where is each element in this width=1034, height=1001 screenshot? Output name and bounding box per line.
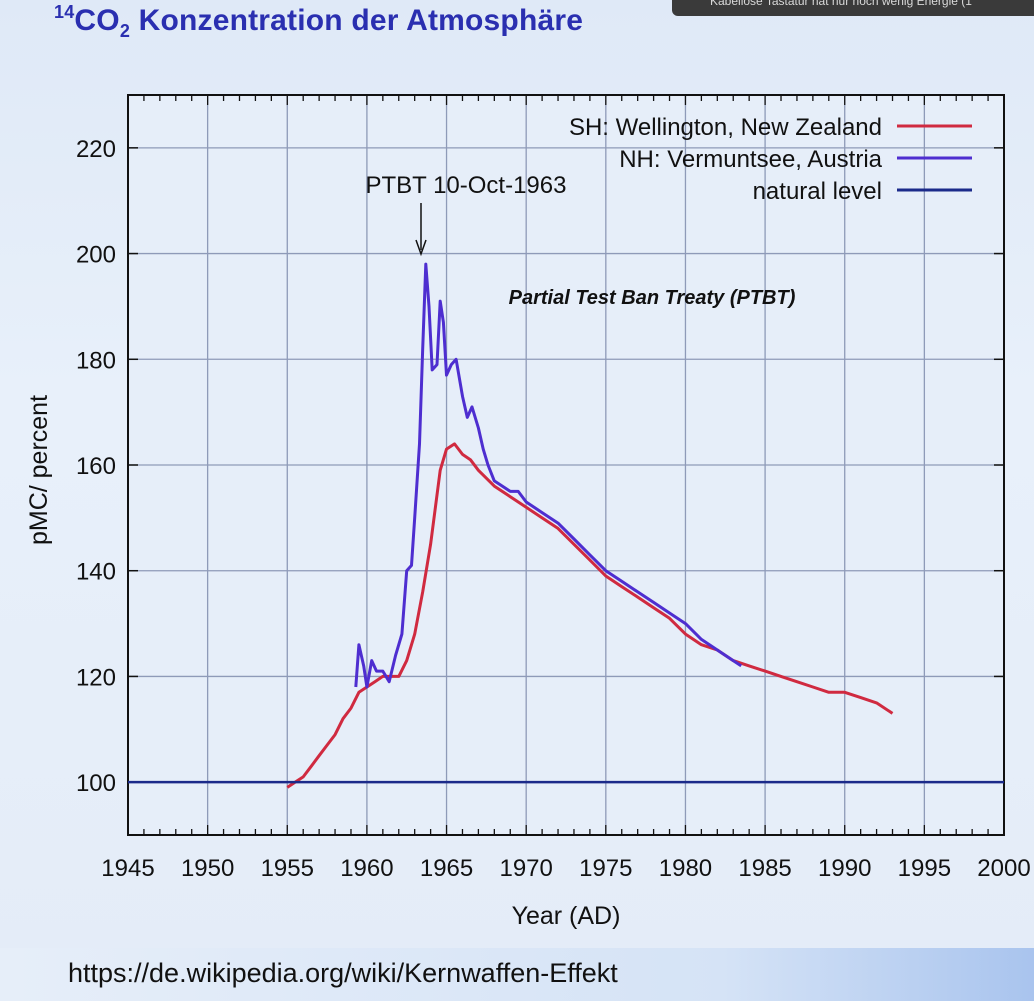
legend-label: NH: Vermuntsee, Austria: [619, 146, 882, 173]
slide-title: 14CO2 Konzentration der Atmosphäre: [54, 2, 583, 42]
y-tick-label: 120: [76, 664, 116, 691]
y-tick-label: 100: [76, 770, 116, 797]
x-tick-label: 1975: [579, 855, 632, 882]
ptbt-annotation: PTBT 10-Oct-1963: [366, 172, 567, 257]
x-tick-label: 1965: [420, 855, 473, 882]
legend: SH: Wellington, New Zealand NH: Vermuntse…: [569, 114, 972, 205]
title-superscript: 14: [54, 2, 75, 22]
y-tick-label: 180: [76, 347, 116, 374]
x-tick-labels: 1945 1950 1955 1960 1965 1970 1975 1980 1985 1990…: [101, 855, 1030, 882]
x-tick-label: 1955: [261, 855, 314, 882]
series-lines: [128, 262, 1004, 789]
y-axis-label: pMC/ percent: [25, 395, 53, 545]
y-tick-label: 140: [76, 559, 116, 586]
source-url[interactable]: https://de.wikipedia.org/wiki/Kernwaffen…: [68, 958, 618, 988]
y-tick-label: 220: [76, 136, 116, 163]
bottom-band: [0, 948, 1034, 1001]
notification-banner[interactable]: Kabellose Tastatur hat nur noch wenig En…: [672, 0, 1034, 16]
y-tick-label: 200: [76, 242, 116, 269]
series-line-2: [354, 262, 743, 689]
x-tick-label: 1980: [659, 855, 712, 882]
legend-label: SH: Wellington, New Zealand: [569, 114, 882, 141]
legend-label: natural level: [753, 178, 882, 205]
treaty-annotation: Partial Test Ban Treaty (PTBT): [509, 287, 796, 309]
x-axis-label: Year (AD): [512, 902, 621, 930]
y-tick-label: 160: [76, 453, 116, 480]
ptbt-date-label: PTBT 10-Oct-1963: [366, 172, 567, 199]
title-subscript: 2: [119, 21, 131, 41]
x-tick-label: 1970: [499, 855, 552, 882]
plot-frame: [127, 94, 1005, 836]
title-main: CO: [74, 4, 120, 37]
x-tick-label: 1990: [818, 855, 871, 882]
title-rest: Konzentration der Atmosphäre: [130, 4, 584, 37]
x-tick-label: 2000: [977, 855, 1030, 882]
ptbt-arrow-head: [415, 239, 427, 257]
notification-text: Kabellose Tastatur hat nur noch wenig En…: [710, 0, 972, 8]
y-tick-labels: 100 120 140 160 180 200 220: [76, 136, 116, 797]
x-tick-label: 1985: [738, 855, 791, 882]
series-line-1: [286, 442, 894, 789]
x-tick-label: 1950: [181, 855, 234, 882]
x-tick-label: 1945: [101, 855, 154, 882]
x-tick-label: 1995: [898, 855, 951, 882]
x-tick-label: 1960: [340, 855, 393, 882]
